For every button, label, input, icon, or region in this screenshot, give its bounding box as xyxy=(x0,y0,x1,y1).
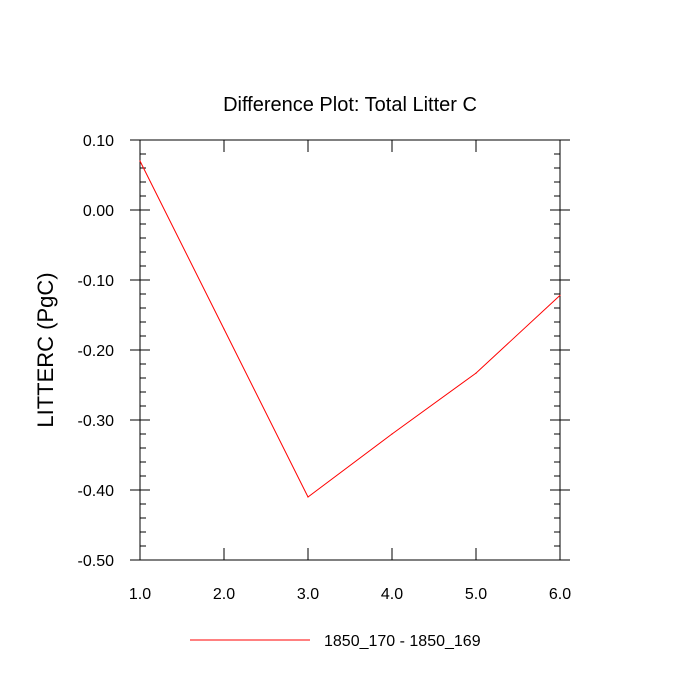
legend-label: 1850_170 - 1850_169 xyxy=(324,633,481,650)
data-point xyxy=(391,433,393,435)
x-tick-label: 5.0 xyxy=(465,586,487,603)
data-point xyxy=(307,496,309,498)
legend: 1850_170 - 1850_169 xyxy=(190,633,481,650)
y-tick-label: -0.10 xyxy=(78,273,115,290)
y-tick-label: 0.00 xyxy=(83,203,114,220)
chart-title: Difference Plot: Total Litter C xyxy=(223,94,477,116)
x-tick-label: 3.0 xyxy=(297,586,319,603)
data-point xyxy=(223,328,225,330)
plot-frame xyxy=(139,139,561,561)
y-axis-label: LITTERC (PgC) xyxy=(33,272,58,427)
data-point xyxy=(139,160,141,162)
y-tick-label: 0.10 xyxy=(83,133,114,150)
y-tick-label: -0.30 xyxy=(78,413,115,430)
y-tick-label: -0.20 xyxy=(78,343,115,360)
y-tick-label: -0.40 xyxy=(78,483,115,500)
data-point xyxy=(475,372,477,374)
y-tick-label: -0.50 xyxy=(78,553,115,570)
data-point xyxy=(559,294,561,296)
x-tick-label: 1.0 xyxy=(129,586,151,603)
x-tick-label: 4.0 xyxy=(381,586,403,603)
x-tick-label: 6.0 xyxy=(549,586,571,603)
series-line xyxy=(139,160,561,498)
series-layer xyxy=(139,160,561,498)
x-tick-label: 2.0 xyxy=(213,586,235,603)
ticks-layer: 1.0 2.0 3.0 4.0 5.0 6.0 0.10 0.00 -0.10 -0.20 -0.3… xyxy=(78,133,572,603)
